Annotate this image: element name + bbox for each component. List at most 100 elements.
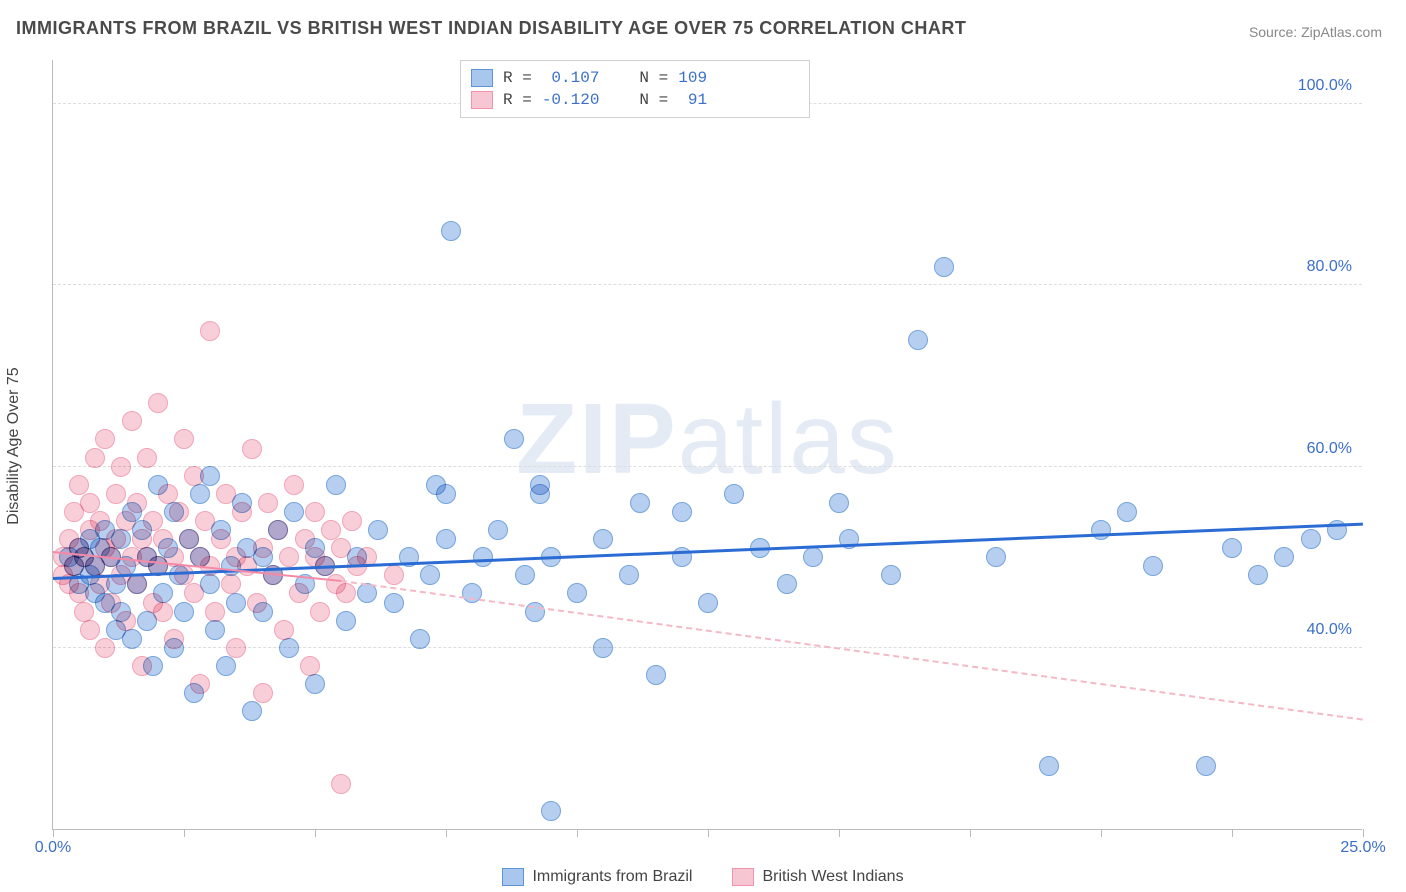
plot-area: ZIPatlas 40.0%60.0%80.0%100.0%0.0%25.0% [52,60,1362,830]
data-point [69,475,89,495]
data-point [253,538,273,558]
swatch-bwi [732,868,754,886]
data-point [90,511,110,531]
n-value-pink: 91 [678,91,707,109]
gridline [53,647,1362,648]
data-point [619,565,639,585]
data-point [777,574,797,594]
data-point [153,602,173,622]
data-point [205,602,225,622]
data-point [803,547,823,567]
data-point [310,602,330,622]
data-point [158,484,178,504]
n-label-pink: N = [639,91,668,109]
data-point [211,529,231,549]
data-point [205,620,225,640]
watermark-thin: atlas [678,382,899,494]
legend-item-brazil: Immigrants from Brazil [502,868,692,886]
data-point [336,583,356,603]
data-point [169,502,189,522]
r-label-pink: R = [503,91,532,109]
data-point [331,538,351,558]
data-point [95,429,115,449]
data-point [420,565,440,585]
swatch-blue [471,69,493,87]
data-point [80,620,100,640]
xtick-label: 25.0% [1340,839,1385,857]
data-point [1301,529,1321,549]
watermark: ZIPatlas [516,381,899,496]
xtick [970,829,971,837]
data-point [164,629,184,649]
data-point [216,484,236,504]
data-point [1117,502,1137,522]
data-point [336,611,356,631]
data-point [441,221,461,241]
xtick [184,829,185,837]
data-point [127,493,147,513]
data-point [488,520,508,540]
data-point [153,529,173,549]
data-point [195,511,215,531]
r-value-pink: -0.120 [542,91,600,109]
data-point [646,665,666,685]
data-point [242,439,262,459]
data-point [122,411,142,431]
data-point [384,593,404,613]
data-point [473,547,493,567]
legend-label-brazil: Immigrants from Brazil [532,868,692,886]
chart-container: IMMIGRANTS FROM BRAZIL VS BRITISH WEST I… [0,0,1406,892]
data-point [116,511,136,531]
n-label-blue: N = [639,69,668,87]
data-point [295,529,315,549]
data-point [305,674,325,694]
data-point [226,638,246,658]
data-point [321,520,341,540]
xtick [315,829,316,837]
gridline [53,284,1362,285]
xtick [1232,829,1233,837]
data-point [179,529,199,549]
data-point [1248,565,1268,585]
data-point [934,257,954,277]
legend-label-bwi: British West Indians [762,868,903,886]
data-point [242,701,262,721]
legend-row-blue: R = 0.107 N = 109 [471,67,799,89]
data-point [268,520,288,540]
data-point [504,429,524,449]
chart-title: IMMIGRANTS FROM BRAZIL VS BRITISH WEST I… [16,18,966,39]
data-point [80,493,100,513]
gridline [53,466,1362,467]
xtick [1101,829,1102,837]
data-point [986,547,1006,567]
data-point [724,484,744,504]
data-point [137,448,157,468]
xtick [446,829,447,837]
data-point [69,583,89,603]
data-point [300,656,320,676]
data-point [1274,547,1294,567]
data-point [436,484,456,504]
data-point [258,493,278,513]
data-point [253,683,273,703]
data-point [1143,556,1163,576]
data-point [567,583,587,603]
data-point [1039,756,1059,776]
ytick-label: 40.0% [1307,621,1352,639]
data-point [74,602,94,622]
data-point [200,321,220,341]
data-point [122,629,142,649]
data-point [85,448,105,468]
data-point [698,593,718,613]
data-point [95,638,115,658]
r-label-blue: R = [503,69,532,87]
data-point [184,466,204,486]
data-point [106,529,126,549]
data-point [184,583,204,603]
data-point [247,593,267,613]
data-point [541,801,561,821]
data-point [908,330,928,350]
data-point [829,493,849,513]
data-point [410,629,430,649]
correlation-legend: R = 0.107 N = 109 R = -0.120 N = 91 [460,60,810,118]
